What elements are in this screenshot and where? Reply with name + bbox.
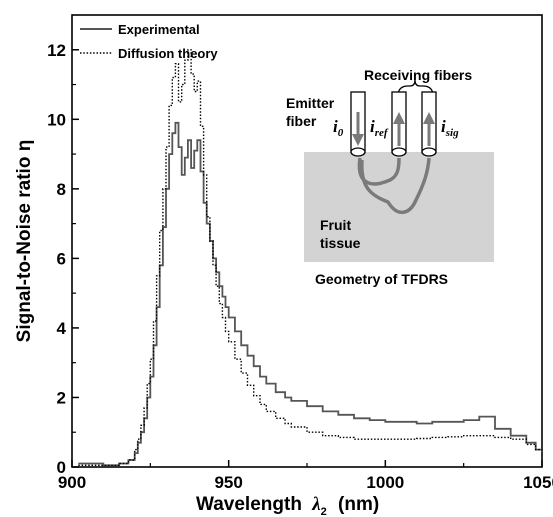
label-i0: i0 bbox=[333, 117, 344, 139]
x-axis-symbol-sub: 2 bbox=[321, 506, 327, 517]
fruit-label-line1: Fruit bbox=[320, 217, 351, 233]
receiving-fiber-ref-tip bbox=[391, 147, 407, 157]
receiving-fiber-sig-tip bbox=[421, 147, 437, 157]
label-i0-sub: 0 bbox=[338, 127, 344, 139]
y-axis-title: Signal-to-Noise ratio η bbox=[14, 140, 35, 343]
x-tick-label: 950 bbox=[214, 473, 242, 492]
label-i0-main: i bbox=[333, 117, 338, 136]
arrow-up-icon bbox=[393, 112, 405, 146]
y-tick-label: 2 bbox=[57, 388, 66, 407]
emitter-label-line1: Emitter bbox=[286, 95, 335, 111]
label-isig: isig bbox=[441, 117, 459, 139]
inset-diagram: Receiving fibers Emitter fiber Fruit tis… bbox=[286, 67, 494, 287]
label-iref: iref bbox=[370, 117, 389, 139]
x-axis-symbol: λ bbox=[311, 494, 320, 515]
y-tick-label: 12 bbox=[47, 41, 66, 60]
emitter-label-line2: fiber bbox=[286, 113, 317, 129]
x-tick-label: 1000 bbox=[366, 473, 404, 492]
y-tick-label: 8 bbox=[57, 180, 66, 199]
receiving-fibers-brace bbox=[397, 79, 434, 97]
x-axis-unit: (nm) bbox=[338, 494, 379, 515]
x-axis-title-text: Wavelength bbox=[196, 494, 302, 515]
series-layer bbox=[78, 49, 543, 467]
series-line-experimental bbox=[78, 121, 543, 467]
x-axis-title: Wavelength λ2 (nm) bbox=[196, 494, 379, 517]
emitter-fiber-tip bbox=[350, 147, 366, 157]
legend-label-diffusion: Diffusion theory bbox=[118, 46, 218, 61]
x-tick-label: 900 bbox=[58, 473, 86, 492]
label-iref-main: i bbox=[370, 117, 375, 136]
label-isig-main: i bbox=[441, 117, 446, 136]
arrow-up-icon bbox=[423, 112, 435, 146]
svg-text:Wavelength λ2 (nm): Wavelength λ2 (nm) bbox=[196, 494, 379, 517]
label-iref-sub: ref bbox=[375, 127, 389, 139]
y-tick-label: 4 bbox=[57, 319, 67, 338]
arrow-down-icon bbox=[352, 112, 364, 146]
label-isig-sub: sig bbox=[445, 127, 459, 139]
light-path-sig bbox=[360, 157, 431, 214]
legend: Experimental Diffusion theory bbox=[80, 22, 218, 61]
y-tick-label: 0 bbox=[57, 458, 66, 477]
geometry-caption: Geometry of TFDRS bbox=[315, 271, 448, 287]
receiving-fibers-label: Receiving fibers bbox=[364, 67, 472, 83]
fruit-label-line2: tissue bbox=[320, 235, 361, 251]
y-tick-label: 6 bbox=[57, 249, 66, 268]
y-tick-label: 10 bbox=[47, 110, 66, 129]
legend-label-experimental: Experimental bbox=[118, 22, 200, 37]
